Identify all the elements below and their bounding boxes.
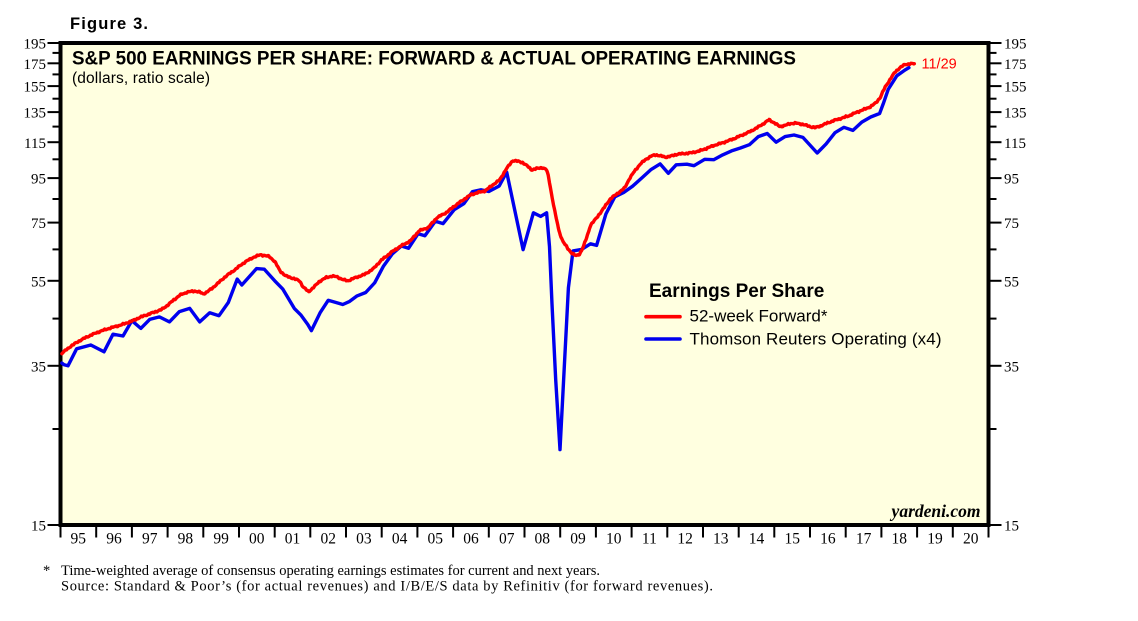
svg-text:175: 175	[1004, 57, 1027, 73]
svg-text:00: 00	[249, 531, 265, 548]
svg-text:07: 07	[499, 531, 515, 548]
svg-text:95: 95	[31, 172, 46, 188]
svg-text:yardeni.com: yardeni.com	[890, 501, 981, 521]
svg-text:16: 16	[820, 531, 836, 548]
svg-text:75: 75	[31, 216, 46, 232]
svg-text:04: 04	[392, 531, 408, 548]
svg-text:35: 35	[1004, 359, 1019, 375]
svg-text:02: 02	[320, 531, 336, 548]
svg-text:Source: Standard & Poor’s (for: Source: Standard & Poor’s (for actual re…	[61, 579, 713, 595]
svg-text:09: 09	[570, 531, 586, 548]
svg-text:11: 11	[642, 531, 657, 548]
svg-text:06: 06	[463, 531, 479, 548]
svg-text:95: 95	[1004, 172, 1019, 188]
svg-text:35: 35	[31, 359, 46, 375]
svg-text:115: 115	[24, 136, 46, 152]
svg-text:55: 55	[31, 274, 46, 290]
svg-text:175: 175	[24, 57, 47, 73]
svg-text:97: 97	[142, 531, 158, 548]
svg-text:135: 135	[1004, 106, 1027, 122]
svg-text:15: 15	[1004, 519, 1019, 535]
svg-text:75: 75	[1004, 216, 1019, 232]
svg-text:17: 17	[856, 531, 872, 548]
svg-text:01: 01	[285, 531, 301, 548]
svg-text:155: 155	[1004, 80, 1027, 96]
svg-text:155: 155	[24, 80, 47, 96]
svg-text:S&P 500 EARNINGS PER SHARE: FO: S&P 500 EARNINGS PER SHARE: FORWARD & AC…	[72, 48, 796, 70]
svg-text:*: *	[43, 563, 50, 579]
svg-text:13: 13	[713, 531, 729, 548]
svg-text:03: 03	[356, 531, 372, 548]
svg-text:11/29: 11/29	[922, 57, 957, 73]
svg-text:15: 15	[784, 531, 800, 548]
svg-text:98: 98	[178, 531, 194, 548]
svg-text:15: 15	[31, 519, 46, 535]
svg-text:18: 18	[892, 531, 908, 548]
svg-text:195: 195	[1004, 37, 1027, 53]
svg-text:95: 95	[71, 531, 87, 548]
svg-text:20: 20	[963, 531, 979, 548]
svg-text:(dollars, ratio scale): (dollars, ratio scale)	[72, 70, 210, 87]
svg-text:195: 195	[24, 37, 47, 53]
svg-text:10: 10	[606, 531, 622, 548]
svg-text:12: 12	[677, 531, 693, 548]
svg-text:Earnings Per Share: Earnings Per Share	[649, 281, 824, 302]
svg-text:55: 55	[1004, 274, 1019, 290]
svg-text:96: 96	[106, 531, 122, 548]
svg-text:99: 99	[213, 531, 229, 548]
svg-text:Thomson Reuters Operating (x4): Thomson Reuters Operating (x4)	[690, 330, 942, 349]
svg-text:Figure 3.: Figure 3.	[70, 15, 148, 33]
svg-text:19: 19	[927, 531, 943, 548]
svg-text:05: 05	[428, 531, 444, 548]
svg-text:115: 115	[1004, 136, 1026, 152]
svg-text:14: 14	[749, 531, 765, 548]
svg-text:135: 135	[24, 106, 47, 122]
svg-text:52-week Forward*: 52-week Forward*	[690, 307, 828, 326]
svg-text:08: 08	[535, 531, 551, 548]
svg-text:Time-weighted average of conse: Time-weighted average of consensus opera…	[61, 563, 600, 579]
